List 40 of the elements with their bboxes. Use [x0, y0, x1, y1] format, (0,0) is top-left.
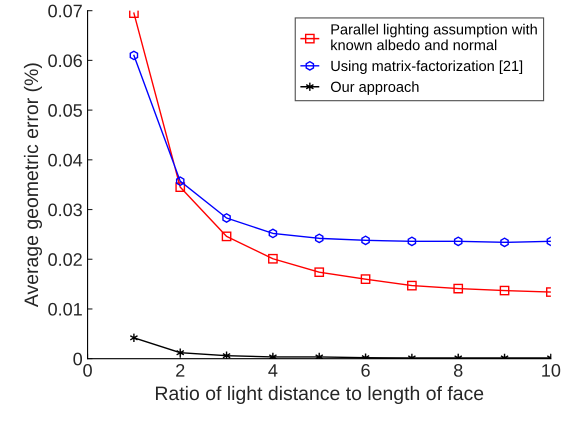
x-tick-label: 0	[83, 364, 92, 377]
point	[408, 236, 416, 246]
point	[500, 237, 509, 248]
point	[222, 213, 231, 223]
x-tick-label: 2	[176, 364, 184, 377]
point	[453, 284, 464, 294]
x-tick-label: 6	[361, 364, 370, 377]
point	[361, 235, 370, 246]
y-tick-label: 0.05	[48, 104, 82, 117]
point	[314, 234, 324, 244]
x-tick-label: 8	[454, 364, 462, 377]
legend-label: Our approach	[330, 81, 418, 95]
point	[268, 228, 278, 238]
y-tick-label: 0	[73, 352, 82, 366]
y-tick-label: 0.04	[48, 154, 82, 167]
y-tick-label: 0.06	[48, 54, 82, 68]
legend-label: Parallel lighting assumption with known albedo and normal	[331, 24, 537, 50]
x-tick-label: 4	[268, 364, 278, 377]
y-tick-label: 0.03	[48, 203, 82, 216]
point	[222, 350, 231, 359]
point	[222, 232, 232, 242]
point	[129, 10, 139, 18]
y-tick-label: 0.02	[48, 253, 82, 266]
point	[176, 176, 185, 186]
y-axis-title: Average geometric error (%)	[24, 63, 42, 308]
point	[360, 274, 370, 284]
legend-label: Using matrix-factorization [21]	[331, 60, 522, 74]
point	[407, 280, 417, 290]
y-tick-label: 0.07	[48, 4, 82, 18]
x-tick-label: 10	[542, 364, 560, 377]
point	[314, 267, 324, 278]
point	[130, 50, 138, 60]
y-tick-label: 0.01	[48, 302, 82, 316]
point	[454, 236, 463, 246]
point	[500, 286, 510, 296]
point	[176, 348, 185, 358]
point	[175, 182, 186, 192]
point	[268, 254, 278, 264]
x-axis-title: Ratio of light distance to length of face	[156, 386, 484, 404]
point	[130, 332, 138, 343]
